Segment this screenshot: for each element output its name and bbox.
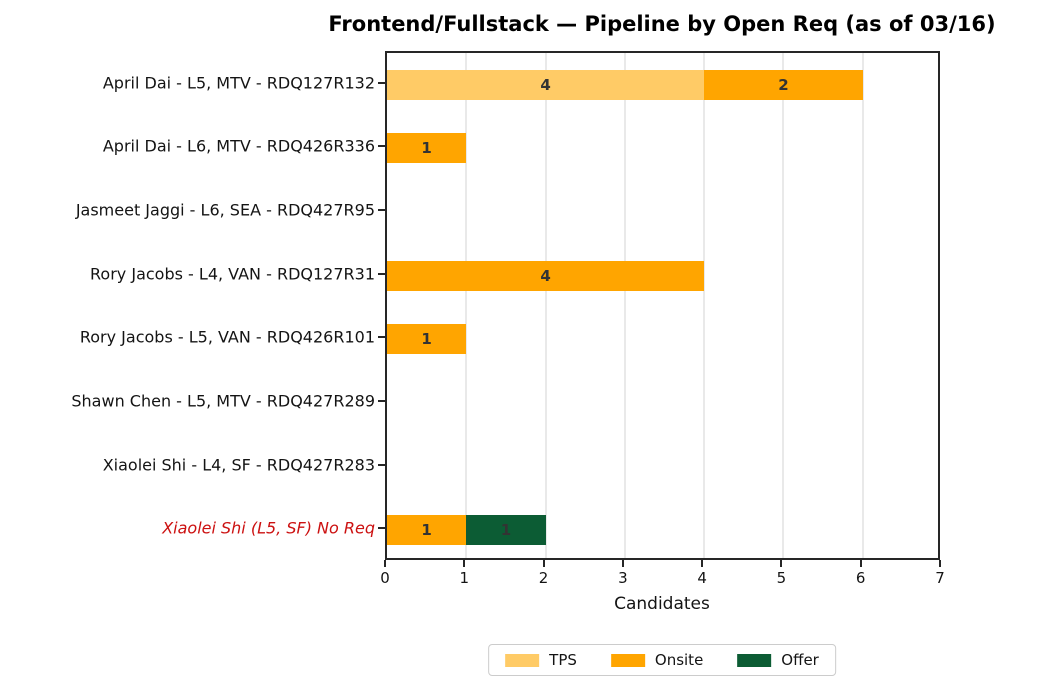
y-axis-tick [378,81,385,84]
x-axis-label: Candidates [614,594,710,614]
bar-segment-tps: 4 [387,69,705,100]
legend-item-onsite: Onsite [610,651,704,669]
y-axis-category-label: Jasmeet Jaggi - L6, SEA - RDQ427R95 [75,200,375,220]
y-axis-category-label: Rory Jacobs - L5, VAN - RDQ426R101 [79,327,375,347]
legend-swatch-icon [505,653,540,667]
y-axis-category-label: April Dai - L6, MTV - RDQ426R336 [102,136,375,156]
x-tick-label: 4 [697,569,707,587]
x-axis-tick [939,560,941,567]
plot-area: 4 2 1 4 1 1 1 [385,51,940,560]
x-tick-label: 6 [855,569,866,587]
bar-segment-onsite: 1 [387,133,467,164]
x-tick-label: 3 [618,569,628,587]
bar-value-label: 1 [500,521,512,540]
y-axis-category-label: April Dai - L5, MTV - RDQ127R132 [102,73,375,93]
legend-label: Onsite [654,651,704,669]
gridline [465,53,468,558]
gridline [782,53,785,558]
bar-value-label: 4 [540,266,551,285]
y-axis-category-label: Shawn Chen - L5, MTV - RDQ427R289 [71,391,375,411]
bar-value-label: 1 [421,139,432,158]
gridline [703,53,706,558]
x-axis-tick [621,560,624,567]
y-axis-tick [378,145,385,148]
x-axis-tick [701,560,704,567]
y-axis-category-label: Xiaolei Shi - L4, SF - RDQ427R283 [102,455,375,475]
chart-title: Frontend/Fullstack — Pipeline by Open Re… [328,12,996,36]
y-axis-tick [378,527,385,530]
y-axis-category-label: Xiaolei Shi (L5, SF) No Req [162,518,375,538]
bar-segment-onsite: 2 [704,69,863,100]
y-axis-tick [378,272,385,275]
y-axis-category-label: Rory Jacobs - L4, VAN - RDQ127R31 [90,264,375,284]
gridline [861,53,864,558]
legend-item-offer: Offer [737,651,819,669]
x-tick-label: 5 [776,569,787,587]
y-axis-tick [378,209,385,212]
x-tick-label: 7 [935,569,945,587]
gridline [544,53,547,558]
bar-segment-onsite: 4 [387,260,705,291]
x-axis-tick [542,560,545,567]
legend-label: TPS [549,651,577,669]
bar-value-label: 2 [778,75,789,94]
x-tick-label: 1 [459,569,470,587]
y-axis-tick [378,399,385,402]
legend-swatch-icon [737,653,772,667]
bar-value-label: 4 [540,75,551,94]
legend: TPS Onsite Offer [488,644,836,676]
legend-swatch-icon [610,653,645,667]
bar-segment-offer: 1 [466,515,546,546]
bar-segment-onsite: 1 [387,515,467,546]
bar-value-label: 1 [421,330,432,349]
x-axis-tick [780,560,783,567]
y-axis-tick [378,336,385,339]
y-axis-tick [378,463,385,466]
gridline [623,53,626,558]
x-axis-tick [859,560,862,567]
x-axis-tick [384,560,386,567]
x-axis-tick [463,560,466,567]
legend-label: Offer [781,651,819,669]
bar-segment-onsite: 1 [387,324,467,355]
x-tick-label: 2 [538,569,549,587]
bar-value-label: 1 [421,521,432,540]
legend-item-tps: TPS [505,651,577,669]
x-tick-label: 0 [380,569,390,587]
